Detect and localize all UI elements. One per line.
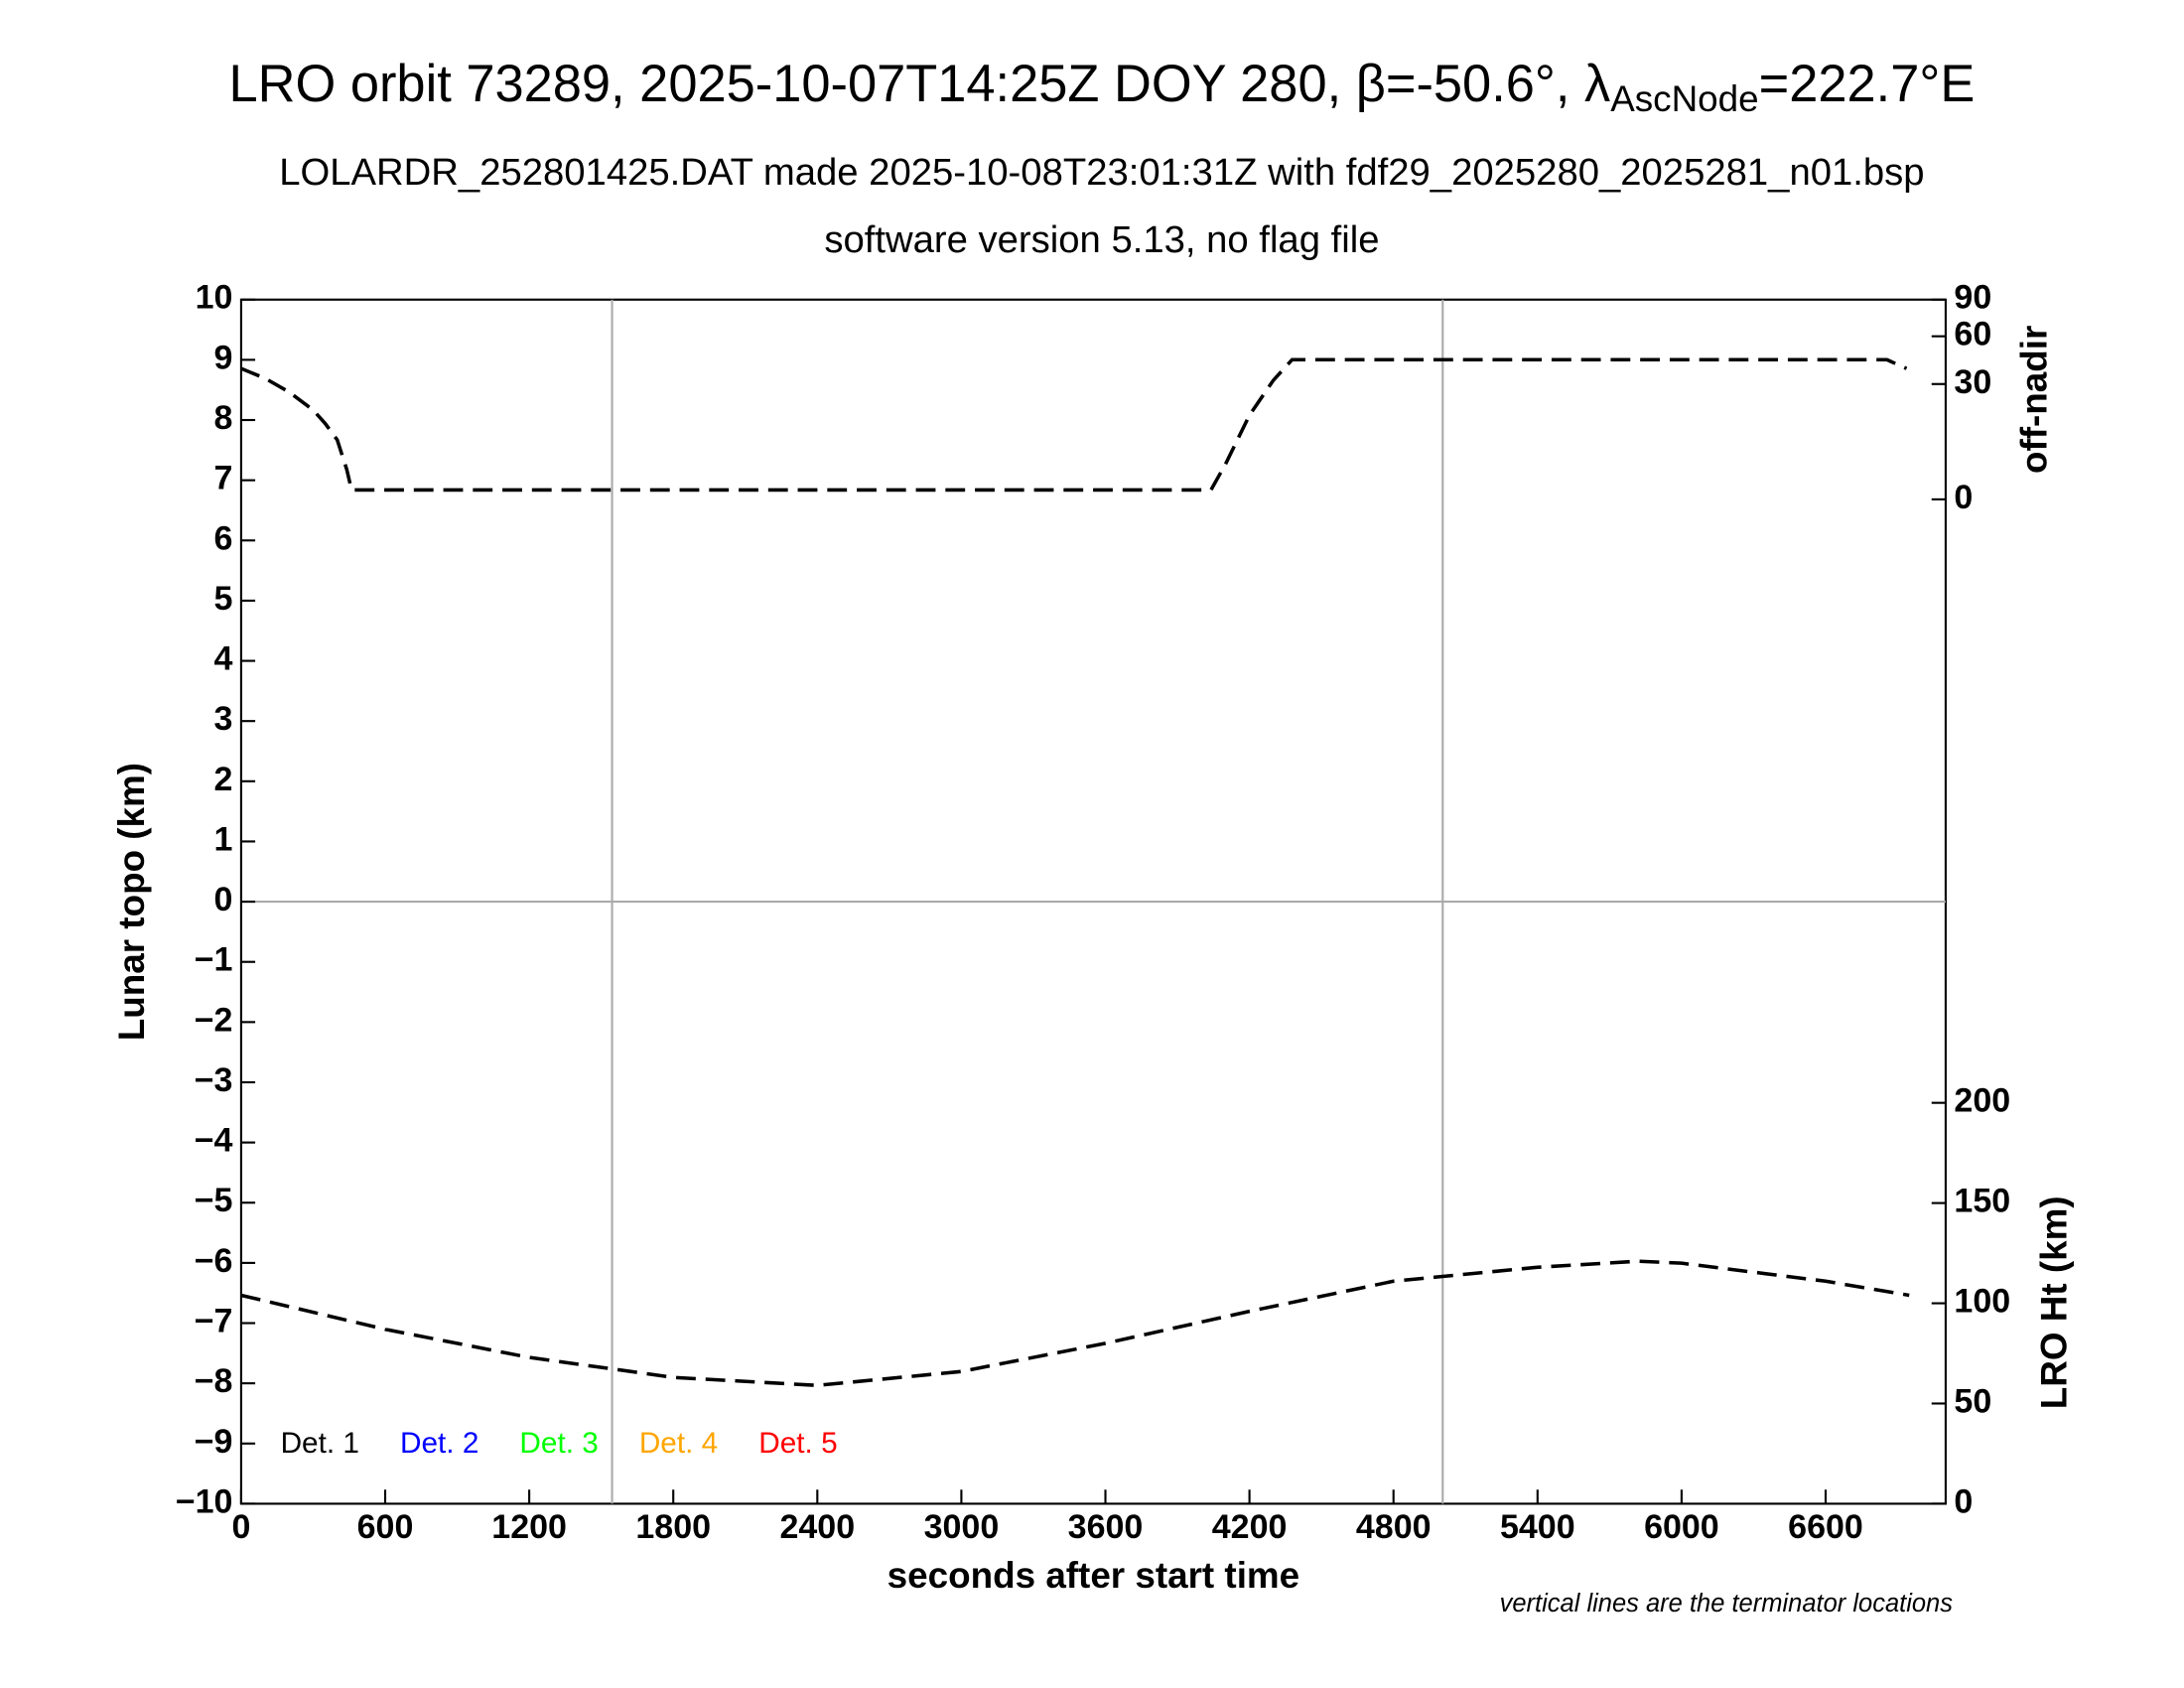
data-line — [240, 357, 1908, 492]
x-tick-label: 4200 — [1212, 1508, 1288, 1546]
x-tick-label: 600 — [357, 1508, 414, 1546]
note: vertical lines are the terminator locati… — [1500, 1590, 1954, 1618]
y3-tick-label: 200 — [1954, 1082, 2010, 1120]
y3-tick-label: 50 — [1954, 1382, 1991, 1420]
y2-tick-label: 30 — [1954, 363, 1991, 401]
y2-tick-label: 60 — [1954, 316, 1991, 353]
y-tick-label: 8 — [213, 399, 232, 437]
y-axis-label: Lunar topo (km) — [111, 763, 152, 1041]
y-tick-label: 5 — [213, 580, 232, 618]
y-tick-label: 6 — [213, 519, 232, 557]
legend-entry: Det. 5 — [758, 1427, 837, 1460]
y-tick-label: 4 — [213, 640, 232, 678]
subtitle: LOLARDR_252801425.DAT made 2025-10-08T23… — [279, 151, 1924, 194]
chart-title: LRO orbit 73289, 2025-10-07T14:25Z DOY 2… — [229, 56, 1976, 119]
x-tick-label: 4800 — [1356, 1508, 1432, 1546]
y-tick-label: −6 — [195, 1242, 233, 1280]
y-tick-label: −5 — [195, 1182, 233, 1219]
x-axis-label: seconds after start time — [887, 1555, 1300, 1596]
y3-axis-label: LRO Ht (km) — [2034, 1196, 2075, 1409]
x-tick-label: 5400 — [1500, 1508, 1575, 1546]
x-tick-label: 3600 — [1068, 1508, 1144, 1546]
y2-tick-label: 0 — [1954, 479, 1973, 516]
y-tick-label: 7 — [213, 460, 232, 497]
y-tick-label: −7 — [195, 1303, 233, 1340]
x-tick-label: 6000 — [1644, 1508, 1719, 1546]
x-tick-label: 1800 — [635, 1508, 711, 1546]
y-tick-label: 3 — [213, 700, 232, 738]
y3-tick-label: 150 — [1954, 1183, 2010, 1220]
y-tick-label: −2 — [195, 1001, 233, 1039]
y-tick-label: −8 — [195, 1362, 233, 1400]
x-tick-label: 2400 — [779, 1508, 855, 1546]
legend-entry: Det. 4 — [639, 1427, 718, 1460]
y-tick-label: 2 — [213, 761, 232, 798]
legend-entry: Det. 1 — [281, 1427, 359, 1460]
legend-entry: Det. 3 — [519, 1427, 598, 1460]
x-tick-label: 6600 — [1788, 1508, 1863, 1546]
y-tick-label: −4 — [195, 1122, 233, 1160]
y-tick-label: −9 — [195, 1423, 233, 1461]
title-end: =222.7°E — [1759, 56, 1976, 113]
y-tick-label: 1 — [213, 820, 232, 858]
y2-axis-label: off-nadir — [2014, 326, 2055, 474]
title-sub: AscNode — [1610, 78, 1758, 119]
subtitle: software version 5.13, no flag file — [824, 218, 1379, 261]
y3-tick-label: 100 — [1954, 1283, 2010, 1321]
x-tick-label: 1200 — [491, 1508, 567, 1546]
legend-entry: Det. 2 — [400, 1427, 478, 1460]
y-tick-label: 9 — [213, 339, 232, 376]
title-main: LRO orbit 73289, 2025-10-07T14:25Z DOY 2… — [229, 56, 1611, 113]
y-tick-label: −1 — [195, 941, 233, 979]
x-tick-label: 0 — [231, 1508, 250, 1546]
y3-tick-label: 0 — [1954, 1482, 1973, 1520]
y-tick-label: 10 — [196, 279, 233, 317]
x-tick-label: 3000 — [924, 1508, 1000, 1546]
y-tick-label: −10 — [176, 1482, 233, 1520]
data-line — [240, 1259, 1910, 1388]
y2-tick-label: 90 — [1954, 279, 1991, 317]
y-tick-label: −3 — [195, 1061, 233, 1099]
y-tick-label: 0 — [213, 881, 232, 918]
